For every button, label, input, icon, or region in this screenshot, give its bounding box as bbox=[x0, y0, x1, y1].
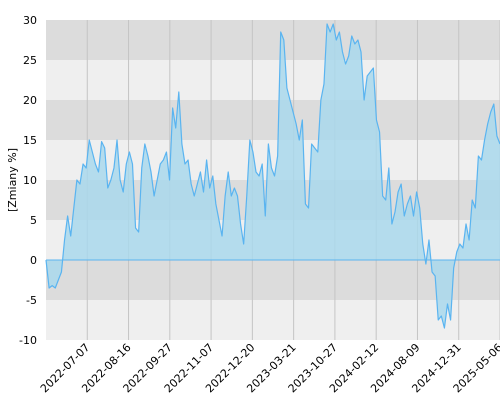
y-axis-label: [Zmiany %] bbox=[6, 148, 19, 212]
y-tick-label: 10 bbox=[23, 174, 37, 187]
y-tick-label: 30 bbox=[23, 14, 37, 27]
band bbox=[46, 260, 500, 300]
y-tick-label: -10 bbox=[19, 334, 37, 347]
band bbox=[46, 20, 500, 60]
series-area bbox=[46, 24, 500, 328]
y-axis-ticks: -10 -5 0 5 10 15 20 25 30 bbox=[19, 14, 37, 347]
y-tick-label: -5 bbox=[26, 294, 37, 307]
y-tick-label: 15 bbox=[23, 134, 37, 147]
series-line bbox=[45, 23, 500, 329]
x-axis-ticks: 2022-07-072022-08-162022-09-272022-11-07… bbox=[38, 341, 500, 395]
y-tick-label: 20 bbox=[23, 94, 37, 107]
y-tick-label: 25 bbox=[23, 54, 37, 67]
band bbox=[46, 100, 500, 140]
plot-area bbox=[45, 23, 500, 329]
band bbox=[46, 300, 500, 340]
band bbox=[46, 60, 500, 100]
y-tick-label: 0 bbox=[30, 254, 37, 267]
y-tick-label: 5 bbox=[30, 214, 37, 227]
